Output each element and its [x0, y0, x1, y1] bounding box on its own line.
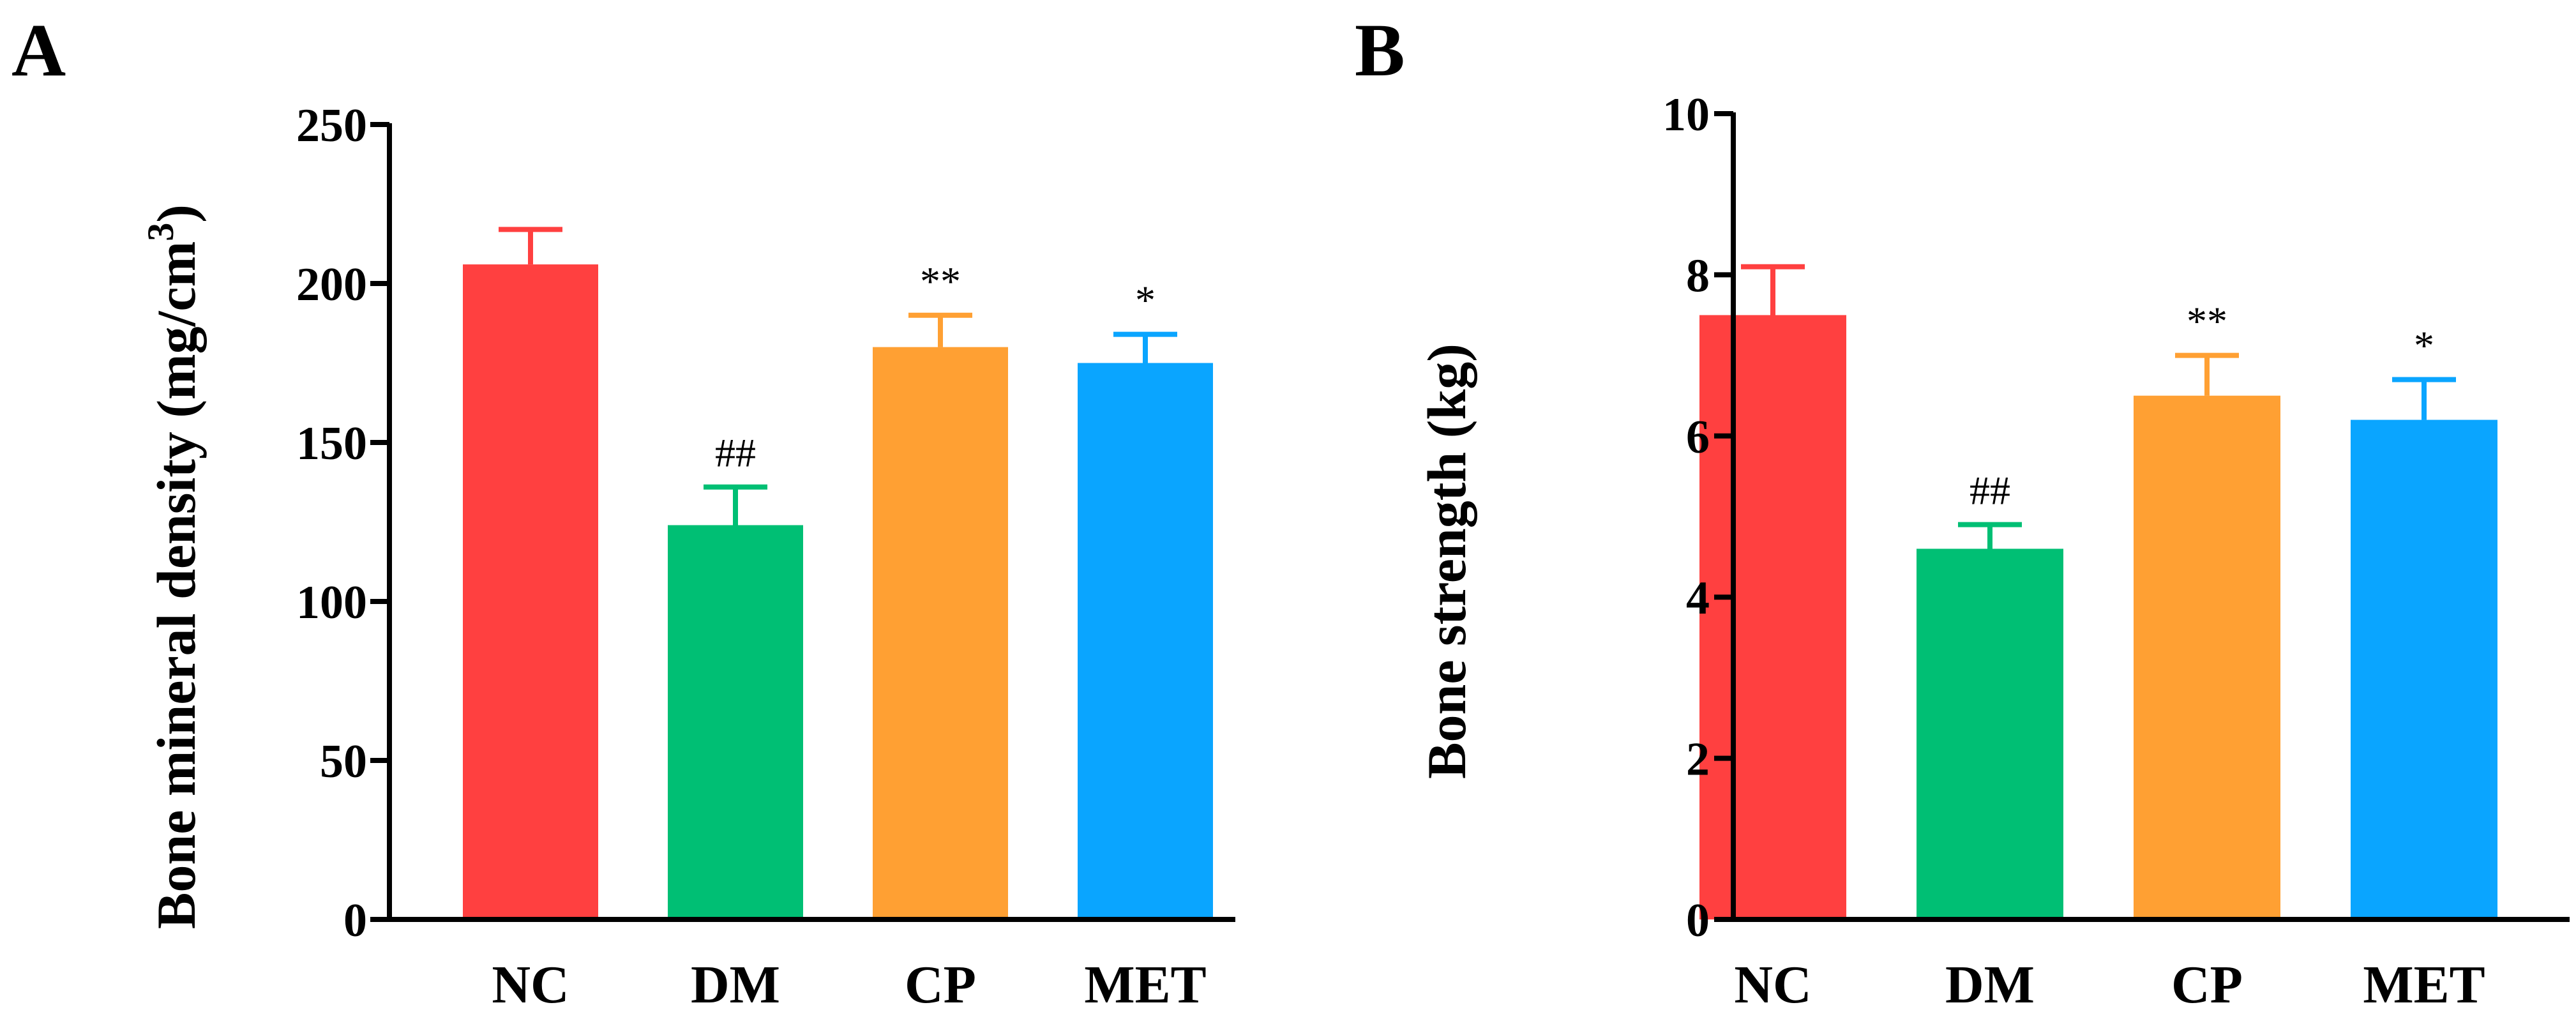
- y-tick-label: 200: [296, 259, 367, 311]
- y-axis-title-tail: ): [146, 204, 207, 223]
- y-tick-label: 10: [1662, 89, 1710, 141]
- category-label-met: MET: [2363, 955, 2485, 1015]
- y-tick-label: 2: [1686, 734, 1710, 786]
- significance-label-met: *: [2414, 322, 2434, 368]
- y-tick-label: 100: [296, 577, 367, 629]
- bar-nc: [463, 264, 598, 919]
- y-tick-label: 0: [343, 895, 367, 947]
- bar-cp: [873, 347, 1008, 919]
- panel-a: A NC ## DM ** CP * MET 0 50 100 150 200 250 Bone miner…: [11, 8, 1235, 1015]
- y-tick-label: 0: [1686, 895, 1710, 947]
- y-axis-title-text: Bone strength (kg): [1416, 344, 1477, 779]
- y-tick-label: 8: [1686, 250, 1710, 302]
- bar-nc: [1699, 315, 1846, 919]
- bar-cp: [2134, 395, 2280, 919]
- y-axis-title: Bone strength (kg): [1416, 344, 1477, 779]
- significance-label-dm: ##: [715, 430, 756, 476]
- category-label-nc: NC: [1734, 955, 1811, 1015]
- bar-met: [1078, 363, 1213, 919]
- bar-dm: [1917, 548, 2063, 919]
- category-label-cp: CP: [2171, 955, 2243, 1015]
- category-label-cp: CP: [905, 955, 976, 1015]
- category-label-nc: NC: [492, 955, 569, 1015]
- y-axis-title: Bone mineral density (mg/cm3): [140, 204, 207, 929]
- y-tick-label: 4: [1686, 572, 1710, 624]
- category-label-met: MET: [1084, 955, 1206, 1015]
- y-tick-label: 6: [1686, 411, 1710, 464]
- panel-letter: A: [11, 8, 66, 92]
- category-label-dm: DM: [1945, 955, 2035, 1015]
- y-axis-title-superscript: 3: [140, 223, 181, 241]
- y-tick-label: 50: [320, 736, 367, 788]
- bar-dm: [668, 525, 803, 919]
- panel-b: B NC ## DM ** CP * MET 0 2 4 6 8 10 Bone strength (kg): [1355, 8, 2570, 1015]
- y-tick-label: 150: [296, 418, 367, 470]
- y-axis-title-text: Bone mineral density (mg/cm: [146, 241, 207, 929]
- significance-label-dm: ##: [1970, 468, 2010, 513]
- significance-label-cp: **: [2187, 299, 2227, 344]
- y-tick-label: 250: [296, 100, 367, 152]
- significance-label-cp: **: [920, 259, 961, 304]
- panel-letter: B: [1355, 8, 1405, 92]
- bar-met: [2351, 419, 2497, 919]
- category-label-dm: DM: [691, 955, 780, 1015]
- significance-label-met: *: [1135, 278, 1156, 323]
